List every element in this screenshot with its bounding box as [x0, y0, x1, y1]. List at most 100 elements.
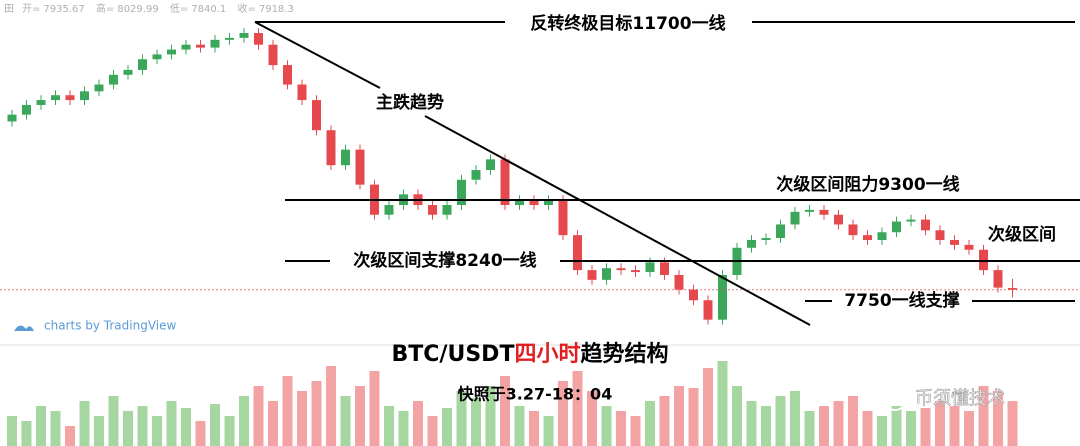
high-label: 高=	[96, 2, 114, 15]
volume-bar	[819, 406, 829, 446]
volume-bar	[123, 411, 133, 446]
volume-bar	[355, 386, 365, 446]
volume-bar	[572, 371, 583, 446]
close-value: 7918.3	[259, 4, 294, 15]
candle-body	[587, 270, 597, 280]
volume-bar	[471, 398, 481, 446]
volume-bar	[833, 401, 844, 446]
volume-bar	[181, 408, 191, 446]
candle-body	[1008, 288, 1017, 290]
volume-bar	[326, 366, 336, 446]
candle-body	[674, 274, 684, 290]
candle-body	[355, 149, 365, 185]
candle-body	[326, 130, 336, 166]
volume-bar	[485, 386, 496, 446]
candle-body	[181, 44, 191, 50]
volume-bar	[616, 411, 626, 446]
candle-body	[892, 221, 901, 233]
candle-body	[703, 300, 713, 320]
brand-logo	[883, 387, 907, 411]
candle-body	[935, 230, 945, 241]
resistance-label: 次级区间阻力9300一线	[776, 174, 959, 195]
brand-name: 币须懂技术	[915, 388, 1005, 409]
candle-body	[471, 170, 481, 180]
volume-bar	[94, 416, 104, 446]
volume-bar	[384, 406, 394, 446]
trend-line	[424, 115, 811, 326]
volume-bar	[862, 411, 873, 446]
volume-bar	[340, 396, 351, 446]
title-part: 趋势结构	[580, 341, 668, 367]
volume-bar	[587, 391, 597, 446]
candle-body	[906, 219, 916, 222]
volume-bar	[529, 411, 539, 446]
candle-body	[747, 240, 756, 248]
candle-body	[921, 219, 930, 231]
candle-body	[312, 100, 321, 131]
volume-bar	[543, 416, 554, 446]
candle-body	[834, 214, 843, 225]
candle-body	[761, 238, 771, 241]
volume-bar	[7, 416, 17, 446]
volume-bar	[717, 361, 728, 446]
candle-body	[384, 205, 394, 215]
volume-bar	[50, 411, 61, 446]
volume-bar	[108, 396, 119, 446]
volume-bar	[964, 411, 974, 446]
open-value: 7935.67	[43, 4, 84, 15]
candle-body	[7, 114, 17, 122]
candle-body	[529, 200, 539, 206]
candle-body	[65, 95, 75, 101]
volume-bar	[1007, 401, 1018, 446]
candle-body	[210, 39, 220, 48]
header-icon: 田	[4, 4, 14, 15]
volume-bar	[804, 411, 815, 446]
volume-bar	[906, 411, 916, 446]
candle-body	[341, 149, 350, 166]
volume-bar	[36, 406, 46, 446]
candle-body	[790, 211, 800, 225]
volume-bar	[282, 376, 293, 446]
volume-bar	[920, 408, 931, 446]
volume-bar	[993, 391, 1003, 446]
candle-body	[283, 65, 292, 85]
candle-body	[993, 270, 1003, 288]
volume-bar	[297, 391, 307, 446]
candle-body	[457, 179, 466, 206]
candle-body	[196, 44, 205, 48]
volume-bar	[413, 401, 423, 446]
candle-body	[94, 84, 104, 92]
trend-line	[254, 21, 381, 89]
volume-bar	[674, 386, 684, 446]
candle-body	[718, 274, 727, 320]
candle-body	[51, 95, 60, 101]
volume-bar	[703, 368, 713, 446]
volume-bar	[500, 376, 510, 446]
candle-body	[631, 270, 640, 273]
volume-bar	[659, 396, 670, 446]
header-ohlc: 开= 7935.67 高= 8029.99 低= 7840.1 收= 7918.3	[22, 2, 294, 15]
trend-label: 主跌趋势	[376, 92, 444, 113]
candle-body	[616, 268, 626, 271]
volume-bar	[688, 388, 699, 446]
candle-body	[689, 289, 698, 301]
volume-bar	[775, 396, 786, 446]
candle-body	[863, 235, 872, 241]
candle-body	[297, 84, 307, 101]
volume-bar	[369, 371, 380, 446]
candle-body	[964, 244, 974, 250]
candle-body	[225, 37, 234, 40]
candle-body	[500, 159, 510, 206]
volume-bar	[978, 386, 989, 446]
volume-bar	[398, 411, 409, 446]
candle-body	[138, 59, 147, 70]
candle-body	[573, 235, 582, 271]
candle-body	[515, 200, 524, 206]
volume-bar	[311, 381, 322, 446]
candle-body	[167, 49, 176, 55]
volume-layer	[7, 361, 1018, 446]
target-label: 反转终极目标11700一线	[530, 13, 725, 34]
volume-bar	[268, 401, 278, 446]
candle-body	[558, 200, 568, 236]
